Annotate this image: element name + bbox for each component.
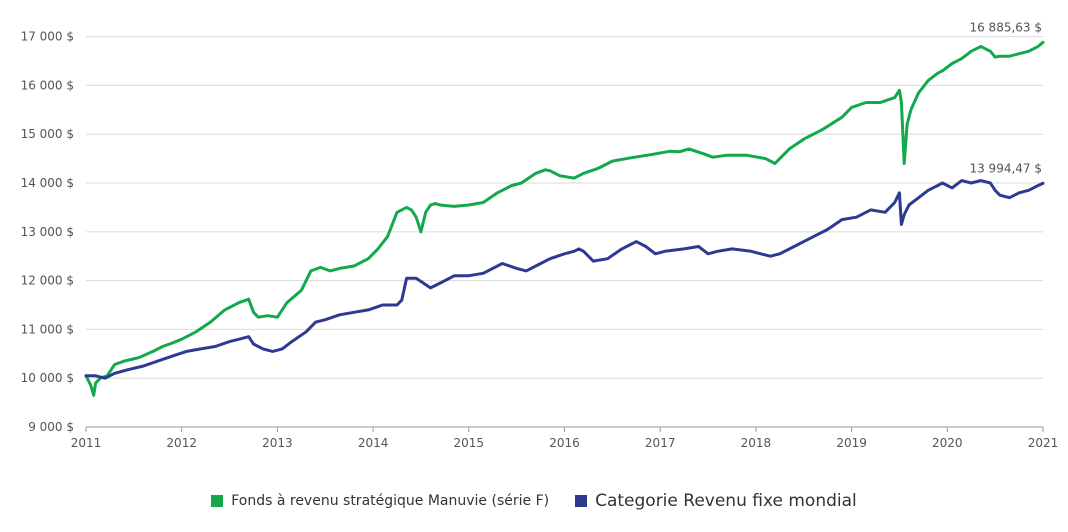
y-axis-tick-labels: 9 000 $ 10 000 $ 11 000 $ 12 000 $ 13 000 $ 1…	[21, 30, 74, 434]
y-tick-label: 14 000 $	[21, 176, 74, 190]
x-tick-label: 2019	[836, 436, 867, 450]
y-tick-label: 16 000 $	[21, 78, 74, 92]
x-tick-label: 2015	[454, 436, 485, 450]
y-tick-label: 12 000 $	[21, 274, 74, 288]
y-tick-label: 11 000 $	[21, 322, 74, 336]
y-tick-label: 15 000 $	[21, 127, 74, 141]
legend-label: Categorie Revenu fixe mondial	[595, 491, 857, 511]
legend-swatch-blue	[575, 495, 588, 507]
series-end-label-2: 13 994,47 $	[969, 161, 1042, 175]
x-axis-tick-labels: 2011 2012 2013 2014 2015 2016 2017 2018 2019 2020…	[71, 436, 1059, 450]
x-axis	[85, 426, 1044, 432]
x-tick-label: 2020	[932, 436, 963, 450]
legend-swatch-green	[211, 495, 224, 507]
series-end-labels: 16 885,63 $ 13 994,47 $	[969, 20, 1042, 175]
x-tick-label: 2016	[549, 436, 580, 450]
x-tick-label: 2013	[262, 436, 293, 450]
y-tick-label: 17 000 $	[21, 30, 74, 44]
x-tick-label: 2014	[358, 436, 389, 450]
series-end-label-1: 16 885,63 $	[969, 20, 1042, 34]
y-tick-label: 9 000 $	[28, 420, 74, 434]
x-tick-label: 2012	[166, 436, 197, 450]
x-tick-label: 2018	[741, 436, 772, 450]
x-tick-label: 2017	[645, 436, 676, 450]
legend-item-series-1[interactable]: Fonds à revenu stratégique Manuvie (séri…	[211, 493, 549, 509]
legend-item-series-2[interactable]: Categorie Revenu fixe mondial	[575, 491, 857, 511]
line-chart: 9 000 $ 10 000 $ 11 000 $ 12 000 $ 13 000 $ 1…	[21, 20, 1059, 450]
series-line-2	[84, 179, 1045, 380]
legend-label: Fonds à revenu stratégique Manuvie (séri…	[231, 493, 550, 509]
gridlines	[86, 36, 1043, 379]
y-tick-label: 13 000 $	[21, 225, 74, 239]
series-line-1	[84, 40, 1045, 397]
x-tick-label: 2021	[1028, 436, 1059, 450]
legend: Fonds à revenu stratégique Manuvie (séri…	[0, 488, 1068, 514]
series-lines	[84, 40, 1045, 397]
x-tick-label: 2011	[71, 436, 102, 450]
y-tick-label: 10 000 $	[21, 371, 74, 385]
